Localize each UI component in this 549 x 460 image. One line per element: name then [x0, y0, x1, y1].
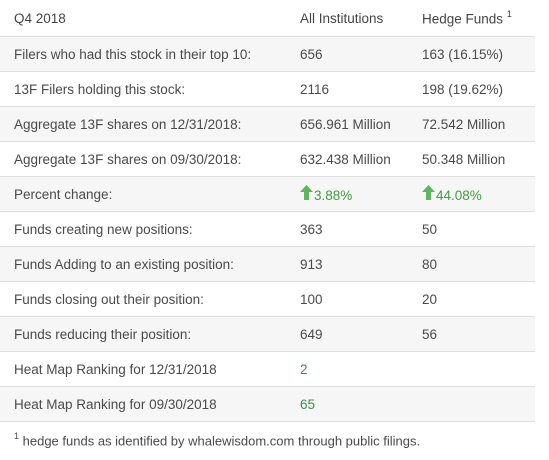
row-label: Funds creating new positions: [0, 211, 286, 247]
all-institutions-value: 632.438 Million [286, 141, 408, 177]
row-label: Heat Map Ranking for 12/31/2018 [0, 351, 286, 387]
all-institutions-value: 913 [286, 246, 408, 282]
percent-change-all-value: 3.88% [314, 188, 353, 203]
table-row: 13F Filers holding this stock: 2116 198 … [0, 71, 535, 107]
hedge-funds-value [408, 351, 535, 387]
row-label: Aggregate 13F shares on 12/31/2018: [0, 106, 286, 142]
all-institutions-value: 656 [286, 36, 408, 72]
percent-change-hedge: 44.08% [422, 185, 482, 203]
table-row: Percent change: 3.88% 44.08% [0, 176, 535, 212]
heat-map-rank-link[interactable]: 2 [286, 351, 408, 387]
hedge-funds-header: Hedge Funds 1 [408, 0, 535, 37]
hedge-funds-value: 50 [408, 211, 535, 247]
all-institutions-value: 649 [286, 316, 408, 352]
footnote: 1 hedge funds as identified by whalewisd… [14, 431, 421, 449]
table-row: Funds closing out their position: 100 20 [0, 281, 535, 317]
row-label: 13F Filers holding this stock: [0, 71, 286, 107]
table-row: Aggregate 13F shares on 09/30/2018: 632.… [0, 141, 535, 177]
footnote-marker: 1 [506, 8, 512, 19]
row-label: Heat Map Ranking for 09/30/2018 [0, 386, 286, 422]
hedge-funds-value: 198 (19.62%) [408, 71, 535, 107]
table-row: Aggregate 13F shares on 12/31/2018: 656.… [0, 106, 535, 142]
all-institutions-value: 2116 [286, 71, 408, 107]
all-institutions-value: 3.88% [286, 176, 408, 212]
all-institutions-value: 656.961 Million [286, 106, 408, 142]
row-label: Percent change: [0, 176, 286, 212]
hedge-funds-header-label: Hedge Funds [422, 11, 504, 27]
table-header-row: Q4 2018 All Institutions Hedge Funds 1 [0, 0, 535, 37]
row-label: Funds closing out their position: [0, 281, 286, 317]
hedge-funds-value: 163 (16.15%) [408, 36, 535, 72]
table-row: Funds creating new positions: 363 50 [0, 211, 535, 247]
hedge-funds-value [408, 386, 535, 422]
hedge-funds-value: 20 [408, 281, 535, 317]
percent-change-all: 3.88% [300, 185, 353, 203]
percent-change-hedge-value: 44.08% [436, 188, 482, 203]
row-label: Funds reducing their position: [0, 316, 286, 352]
heat-map-rank-link[interactable]: 65 [286, 386, 408, 422]
up-arrow-icon [422, 185, 435, 200]
holdings-table: Q4 2018 All Institutions Hedge Funds 1 F… [0, 0, 535, 422]
row-label: Funds Adding to an existing position: [0, 246, 286, 282]
hedge-funds-value: 80 [408, 246, 535, 282]
hedge-funds-value: 44.08% [408, 176, 535, 212]
table-row: Filers who had this stock in their top 1… [0, 36, 535, 72]
all-institutions-header: All Institutions [300, 10, 384, 26]
all-institutions-value: 100 [286, 281, 408, 317]
table-row: Heat Map Ranking for 09/30/2018 65 [0, 386, 535, 422]
row-label: Filers who had this stock in their top 1… [0, 36, 286, 72]
table-row: Funds reducing their position: 649 56 [0, 316, 535, 352]
hedge-funds-value: 72.542 Million [408, 106, 535, 142]
footnote-text: hedge funds as identified by whalewisdom… [22, 433, 421, 449]
period-header: Q4 2018 [14, 10, 66, 26]
hedge-funds-value: 50.348 Million [408, 141, 535, 177]
table-row: Heat Map Ranking for 12/31/2018 2 [0, 351, 535, 387]
all-institutions-value: 363 [286, 211, 408, 247]
footnote-marker: 1 [14, 431, 20, 441]
row-label: Aggregate 13F shares on 09/30/2018: [0, 141, 286, 177]
hedge-funds-value: 56 [408, 316, 535, 352]
table-row: Funds Adding to an existing position: 91… [0, 246, 535, 282]
up-arrow-icon [300, 185, 313, 200]
